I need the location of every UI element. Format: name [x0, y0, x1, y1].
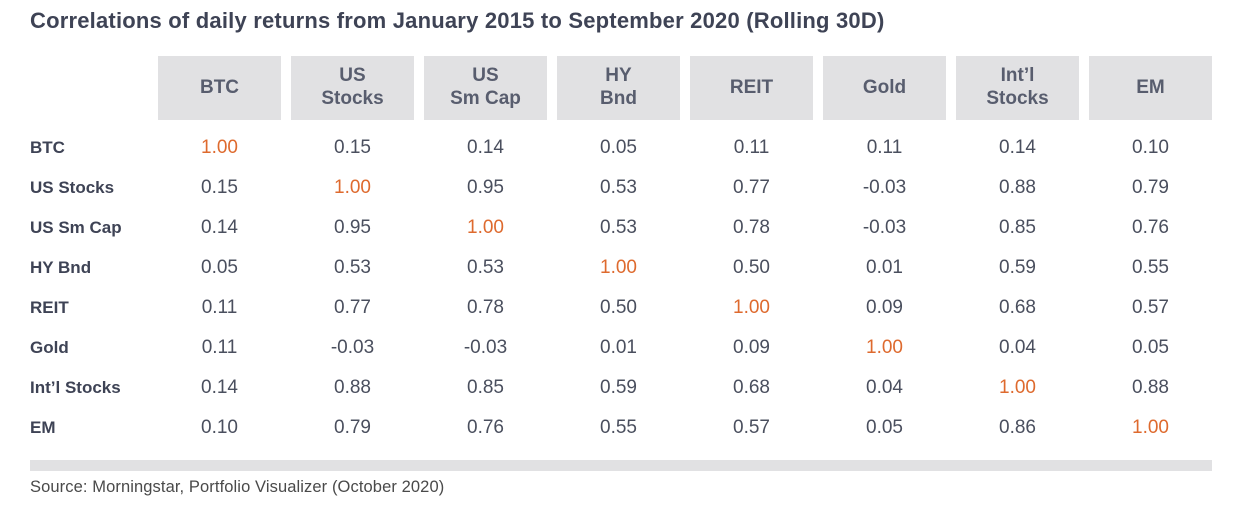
cell-us-sm-cap-x-gold: -0.03: [862, 217, 907, 238]
cell-gold-x-em: 0.05: [1132, 337, 1169, 358]
table-header-row: BTC US Stocks US Sm Cap HY Bnd REIT Gold Int’l…: [30, 56, 1212, 120]
cell-us-sm-cap-x-us-stocks: 0.95: [334, 217, 371, 238]
cell-em-x-int-l-stocks: 0.86: [999, 417, 1036, 438]
cell-btc-x-int-l-stocks: 0.14: [999, 137, 1036, 158]
cell-btc-x-reit: 0.11: [733, 137, 770, 158]
cell-reit-x-em: 0.57: [1132, 297, 1169, 318]
cell-reit-x-reit: 1.00: [733, 297, 770, 318]
col-header-gold: Gold: [823, 56, 946, 120]
cell-gold-x-us-sm-cap: -0.03: [463, 337, 508, 358]
cell-us-stocks-x-reit: 0.77: [733, 177, 770, 198]
cell-us-stocks-x-em: 0.79: [1132, 177, 1169, 198]
cell-gold-x-int-l-stocks: 0.04: [999, 337, 1036, 358]
row-label-gold: Gold: [30, 338, 69, 357]
cell-reit-x-us-stocks: 0.77: [334, 297, 371, 318]
col-header-em: EM: [1089, 56, 1212, 120]
row-label-int-l-stocks: Int’l Stocks: [30, 378, 121, 397]
cell-int-l-stocks-x-gold: 0.04: [866, 377, 903, 398]
cell-btc-x-em: 0.10: [1132, 137, 1169, 158]
col-header-btc: BTC: [158, 56, 281, 120]
row-label-em: EM: [30, 418, 56, 437]
cell-us-sm-cap-x-int-l-stocks: 0.85: [999, 217, 1036, 238]
cell-us-stocks-x-hy-bnd: 0.53: [600, 177, 637, 198]
cell-hy-bnd-x-hy-bnd: 1.00: [600, 257, 637, 278]
cell-us-stocks-x-us-sm-cap: 0.95: [467, 177, 504, 198]
cell-int-l-stocks-x-us-stocks: 0.88: [334, 377, 371, 398]
row-label-btc: BTC: [30, 138, 65, 157]
cell-gold-x-gold: 1.00: [866, 337, 903, 358]
page-title: Correlations of daily returns from Janua…: [30, 8, 885, 33]
cell-reit-x-gold: 0.09: [866, 297, 903, 318]
cell-hy-bnd-x-gold: 0.01: [866, 257, 903, 278]
col-header-us-sm-cap: US Sm Cap: [424, 56, 547, 120]
cell-us-sm-cap-x-reit: 0.78: [733, 217, 770, 238]
col-header-int-l-stocks: Int’l Stocks: [956, 56, 1079, 120]
cell-em-x-gold: 0.05: [866, 417, 903, 438]
source-note: Source: Morningstar, Portfolio Visualize…: [30, 478, 445, 496]
row-label-us-sm-cap: US Sm Cap: [30, 218, 122, 237]
cell-btc-x-us-stocks: 0.15: [334, 137, 371, 158]
cell-reit-x-btc: 0.11: [201, 297, 238, 318]
cell-int-l-stocks-x-em: 0.88: [1132, 377, 1169, 398]
cell-us-stocks-x-gold: -0.03: [862, 177, 907, 198]
cell-em-x-us-sm-cap: 0.76: [467, 417, 504, 438]
cell-reit-x-int-l-stocks: 0.68: [999, 297, 1036, 318]
cell-hy-bnd-x-btc: 0.05: [201, 257, 238, 278]
cell-hy-bnd-x-int-l-stocks: 0.59: [999, 257, 1036, 278]
cell-gold-x-hy-bnd: 0.01: [600, 337, 637, 358]
cell-int-l-stocks-x-int-l-stocks: 1.00: [999, 377, 1036, 398]
cell-us-stocks-x-btc: 0.15: [201, 177, 238, 198]
cell-gold-x-us-stocks: -0.03: [330, 337, 375, 358]
cell-int-l-stocks-x-reit: 0.68: [733, 377, 770, 398]
cell-hy-bnd-x-reit: 0.50: [733, 257, 770, 278]
cell-btc-x-us-sm-cap: 0.14: [467, 137, 504, 158]
cell-btc-x-hy-bnd: 0.05: [600, 137, 637, 158]
cell-hy-bnd-x-us-sm-cap: 0.53: [467, 257, 504, 278]
cell-us-stocks-x-us-stocks: 1.00: [334, 177, 371, 198]
cell-reit-x-hy-bnd: 0.50: [600, 297, 637, 318]
cell-int-l-stocks-x-btc: 0.14: [201, 377, 238, 398]
row-label-reit: REIT: [30, 298, 69, 317]
cell-hy-bnd-x-em: 0.55: [1132, 257, 1169, 278]
col-header-hy-bnd: HY Bnd: [557, 56, 680, 120]
bottom-divider-bar: [30, 460, 1212, 471]
table-corner-cell: [30, 56, 148, 120]
correlation-table: BTC US Stocks US Sm Cap HY Bnd REIT Gold Int’l…: [30, 56, 1212, 448]
row-label-hy-bnd: HY Bnd: [30, 258, 92, 277]
cell-int-l-stocks-x-hy-bnd: 0.59: [600, 377, 637, 398]
cell-em-x-em: 1.00: [1132, 417, 1169, 438]
col-header-us-stocks: US Stocks: [291, 56, 414, 120]
row-label-us-stocks: US Stocks: [30, 178, 115, 197]
cell-em-x-us-stocks: 0.79: [334, 417, 371, 438]
table-body: BTC 1.00 0.15 0.14 0.05 0.11 0.11 0.14 0.10 US St…: [30, 128, 1212, 448]
cell-em-x-hy-bnd: 0.55: [600, 417, 637, 438]
cell-us-sm-cap-x-btc: 0.14: [201, 217, 238, 238]
cell-gold-x-reit: 0.09: [733, 337, 770, 358]
cell-us-sm-cap-x-hy-bnd: 0.53: [600, 217, 637, 238]
cell-reit-x-us-sm-cap: 0.78: [467, 297, 504, 318]
col-header-reit: REIT: [690, 56, 813, 120]
cell-btc-x-btc: 1.00: [201, 137, 238, 158]
cell-btc-x-gold: 0.11: [866, 137, 903, 158]
cell-us-sm-cap-x-em: 0.76: [1132, 217, 1169, 238]
cell-int-l-stocks-x-us-sm-cap: 0.85: [467, 377, 504, 398]
cell-em-x-btc: 0.10: [201, 417, 238, 438]
cell-us-sm-cap-x-us-sm-cap: 1.00: [467, 217, 504, 238]
cell-em-x-reit: 0.57: [733, 417, 770, 438]
cell-us-stocks-x-int-l-stocks: 0.88: [999, 177, 1036, 198]
cell-hy-bnd-x-us-stocks: 0.53: [334, 257, 371, 278]
cell-gold-x-btc: 0.11: [201, 337, 238, 358]
